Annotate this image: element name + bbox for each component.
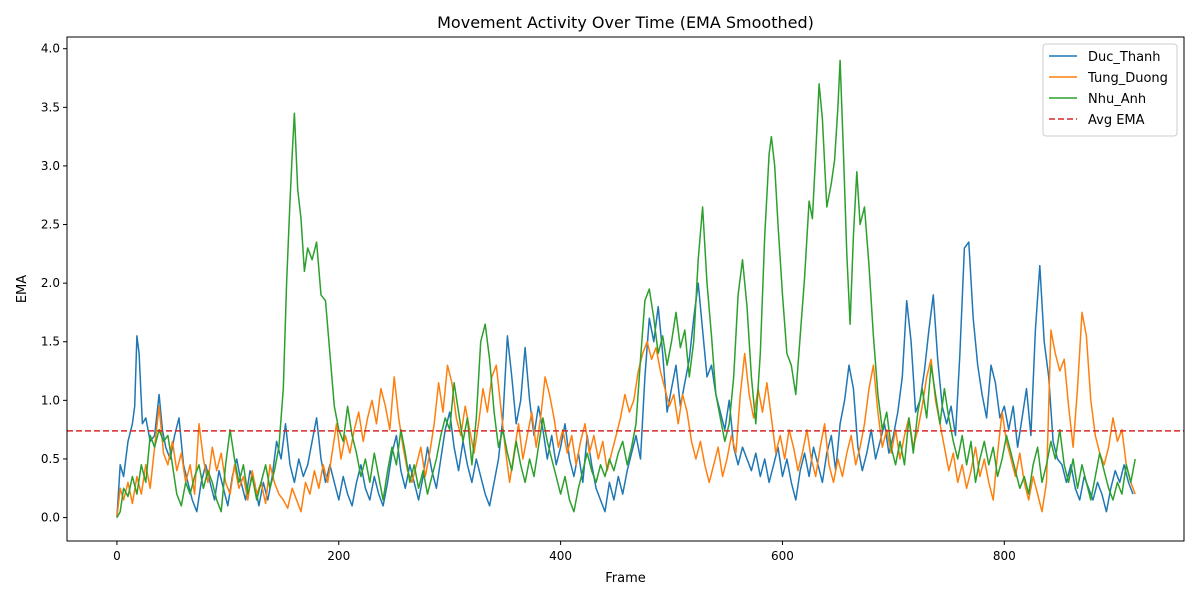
legend-label: Tung_Duong [1087, 71, 1168, 86]
y-axis-title: EMA [15, 275, 30, 303]
chart-title: Movement Activity Over Time (EMA Smoothe… [437, 13, 814, 32]
y-tick-label: 0.0 [41, 511, 60, 525]
legend: Duc_Thanh Tung_Duong Nhu_Anh Avg EMA [1042, 43, 1178, 137]
legend-box [1042, 43, 1178, 137]
x-axis-title: Frame [605, 571, 646, 586]
series-line-tung-duong [116, 311, 1136, 518]
plot-area [67, 59, 1184, 518]
x-axis: 0 200 400 600 800 [113, 541, 1016, 563]
y-tick-label: 1.5 [41, 335, 60, 349]
y-tick-label: 3.5 [41, 100, 60, 114]
y-tick-label: 3.0 [41, 159, 60, 173]
y-tick-label: 1.0 [41, 393, 60, 407]
x-tick-label: 600 [771, 549, 794, 563]
plot-frame [66, 36, 1185, 542]
x-tick-label: 800 [993, 549, 1016, 563]
y-axis: 0.0 0.5 1.0 1.5 2.0 2.5 3.0 3.5 4.0 [41, 42, 67, 525]
y-tick-label: 2.0 [41, 276, 60, 290]
legend-label: Avg EMA [1088, 113, 1145, 128]
series-line-duc-thanh [116, 241, 1134, 518]
x-tick-label: 400 [549, 549, 572, 563]
legend-label: Nhu_Anh [1088, 92, 1146, 107]
y-tick-label: 4.0 [41, 42, 60, 56]
y-tick-label: 2.5 [41, 218, 60, 232]
series-line-nhu-anh [116, 59, 1136, 518]
x-tick-label: 200 [327, 549, 350, 563]
legend-label: Duc_Thanh [1088, 50, 1161, 65]
y-tick-label: 0.5 [41, 452, 60, 466]
x-tick-label: 0 [113, 549, 121, 563]
